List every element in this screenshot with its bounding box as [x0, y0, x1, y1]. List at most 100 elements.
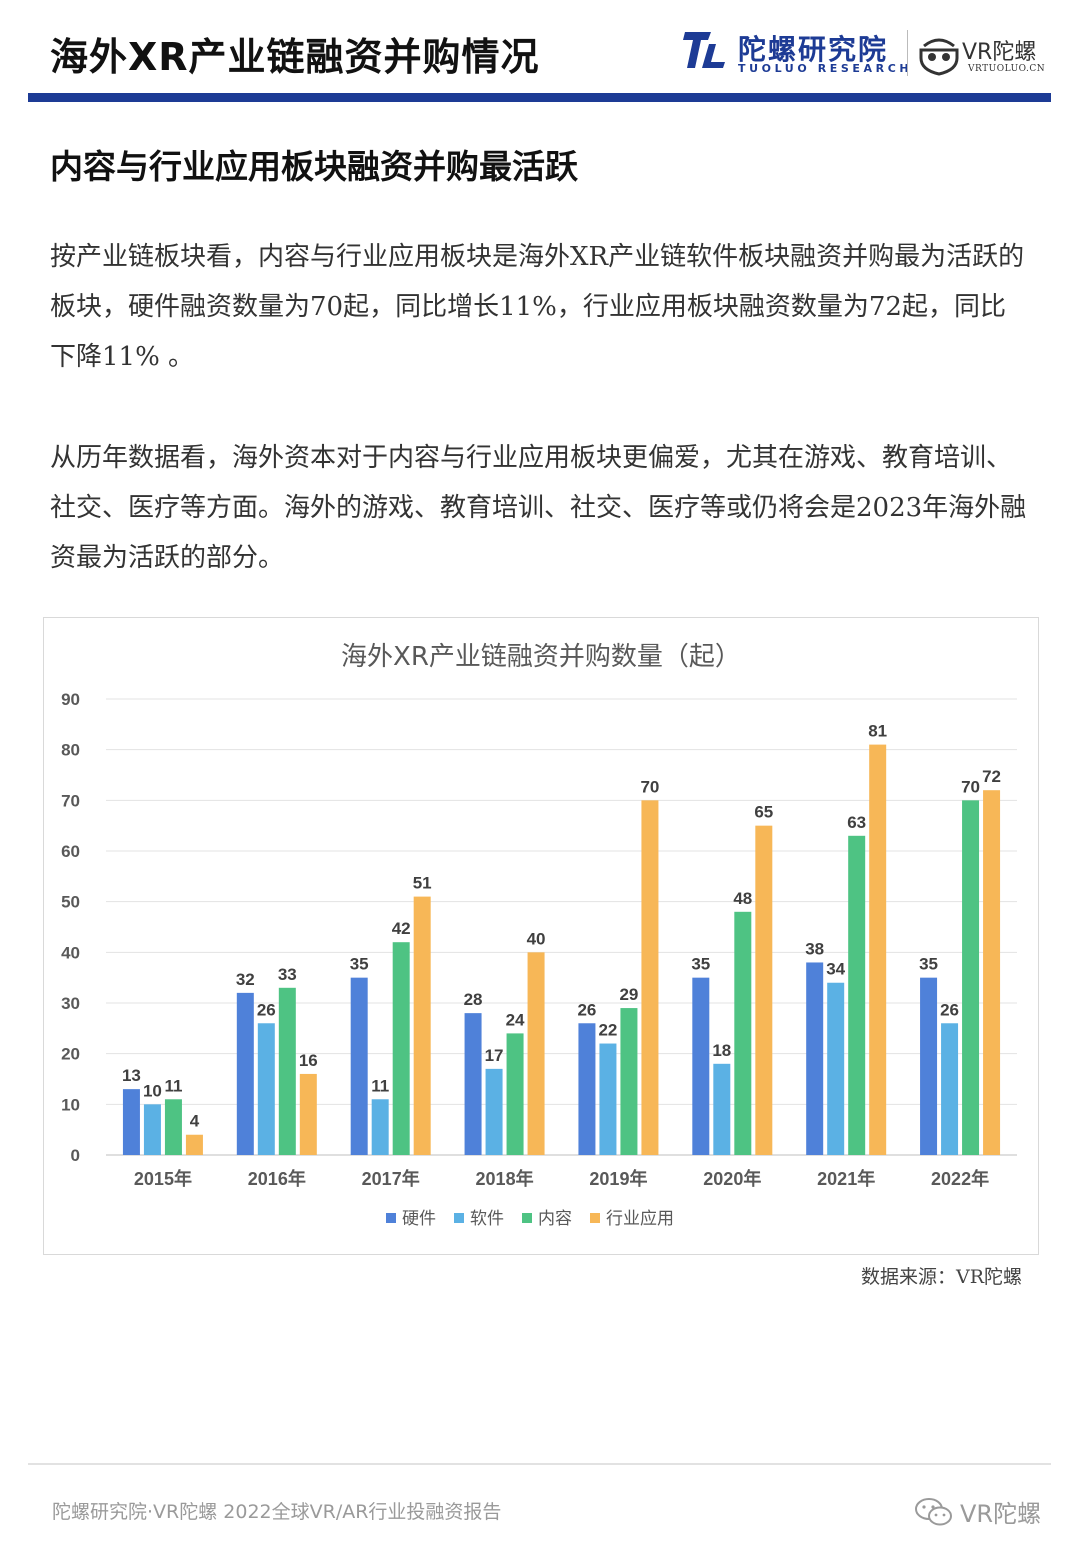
data-label: 72: [982, 767, 1001, 786]
data-label: 18: [712, 1041, 731, 1060]
data-label: 35: [350, 955, 369, 974]
bar: [983, 790, 1001, 1155]
data-source: 数据来源：VR陀螺: [860, 1266, 1022, 1288]
bar: [692, 977, 710, 1155]
bar: [185, 1134, 203, 1155]
bar: [485, 1068, 503, 1155]
data-label: 42: [392, 919, 411, 938]
chart-title: 海外XR产业链融资并购数量（起）: [341, 642, 741, 672]
bar: [143, 1104, 161, 1155]
bar: [941, 1023, 959, 1155]
data-label: 16: [299, 1051, 318, 1070]
x-tick-label: 2021年: [817, 1168, 875, 1189]
data-label: 24: [506, 1010, 525, 1029]
page-header: 海外XR产业链融资并购情况 陀螺研究院 TUOLUO RESEARCH VR陀螺…: [0, 0, 1080, 104]
logo-vr-text: VR陀螺: [962, 40, 1037, 65]
bar: [278, 987, 296, 1155]
header-accent-bar: [28, 93, 1051, 102]
bar: [392, 942, 410, 1155]
bar: [350, 977, 368, 1155]
legend-label: 硬件: [402, 1209, 436, 1229]
x-tick-label: 2022年: [931, 1168, 989, 1189]
bar: [122, 1089, 140, 1155]
bar: [848, 835, 866, 1155]
legend-swatch: [522, 1213, 532, 1223]
y-tick-label: 90: [61, 690, 80, 709]
wechat-icon: [915, 1498, 952, 1526]
data-label: 40: [527, 929, 546, 948]
bar: [164, 1099, 182, 1155]
logo-text-cn: 陀螺研究院: [738, 33, 889, 66]
data-label: 26: [577, 1000, 596, 1019]
bar: [527, 952, 545, 1155]
bar: [578, 1023, 596, 1155]
y-tick-label: 30: [61, 994, 80, 1013]
data-label: 63: [847, 813, 866, 832]
page-title: 海外XR产业链融资并购情况: [50, 35, 540, 79]
bar: [599, 1043, 617, 1155]
footer-brand: VR陀螺: [960, 1500, 1042, 1528]
data-label: 4: [190, 1112, 200, 1131]
logo-vr-url: VRTUOLUO.CN: [968, 64, 1046, 74]
tuoluo-logo-icon: [683, 32, 725, 68]
bar: [506, 1033, 524, 1155]
x-tick-label: 2017年: [362, 1168, 420, 1189]
data-label: 33: [278, 965, 297, 984]
y-tick-label: 60: [61, 842, 80, 861]
legend-label: 行业应用: [606, 1209, 674, 1229]
legend-label: 内容: [538, 1209, 572, 1229]
bar: [620, 1008, 638, 1155]
x-tick-label: 2019年: [589, 1168, 647, 1189]
bar: [713, 1063, 731, 1155]
data-label: 35: [919, 955, 938, 974]
data-label: 10: [143, 1081, 162, 1100]
logo-text-en: TUOLUO RESEARCH: [738, 62, 913, 75]
data-label: 28: [464, 990, 483, 1009]
bar: [869, 744, 887, 1155]
legend-swatch: [454, 1213, 464, 1223]
bar: [827, 982, 845, 1155]
y-tick-label: 10: [61, 1095, 80, 1114]
bar: [257, 1023, 275, 1155]
y-tick-label: 0: [71, 1146, 80, 1165]
bar: [413, 896, 431, 1155]
data-label: 26: [257, 1000, 276, 1019]
x-tick-label: 2015年: [134, 1168, 192, 1189]
legend-label: 软件: [470, 1209, 504, 1229]
x-tick-label: 2018年: [476, 1168, 534, 1189]
y-tick-label: 80: [61, 741, 80, 760]
body-paragraph-1: 按产业链板块看，内容与行业应用板块是海外XR产业链软件板块融资并购最为活跃的板块…: [50, 242, 1025, 372]
bar: [464, 1013, 482, 1155]
data-label: 81: [868, 722, 887, 741]
y-tick-label: 40: [61, 943, 80, 962]
data-label: 17: [485, 1046, 504, 1065]
bar: [371, 1099, 389, 1155]
bar: [962, 800, 980, 1155]
data-label: 65: [754, 803, 773, 822]
footer-divider: [28, 1463, 1051, 1465]
data-label: 70: [961, 777, 980, 796]
bar: [734, 911, 752, 1155]
data-label: 29: [619, 985, 638, 1004]
data-label: 13: [122, 1066, 141, 1085]
data-label: 26: [940, 1000, 959, 1019]
logo-divider: [907, 30, 908, 76]
data-label: 35: [691, 955, 710, 974]
section-title: 内容与行业应用板块融资并购最活跃: [50, 147, 578, 186]
data-label: 11: [371, 1076, 389, 1095]
data-label: 70: [640, 777, 659, 796]
bar: [755, 825, 773, 1155]
vr-headset-icon: [919, 38, 959, 76]
y-tick-label: 20: [61, 1045, 80, 1064]
x-tick-label: 2020年: [703, 1168, 761, 1189]
data-label: 32: [236, 970, 255, 989]
legend-swatch: [590, 1213, 600, 1223]
body-paragraph-2: 从历年数据看，海外资本对于内容与行业应用板块更偏爱，尤其在游戏、教育培训、社交、…: [50, 443, 1027, 573]
x-tick-label: 2016年: [248, 1168, 306, 1189]
data-label: 22: [598, 1021, 617, 1040]
bar: [806, 962, 824, 1155]
bar: [920, 977, 938, 1155]
data-label: 51: [413, 874, 432, 893]
data-label: 11: [164, 1076, 182, 1095]
